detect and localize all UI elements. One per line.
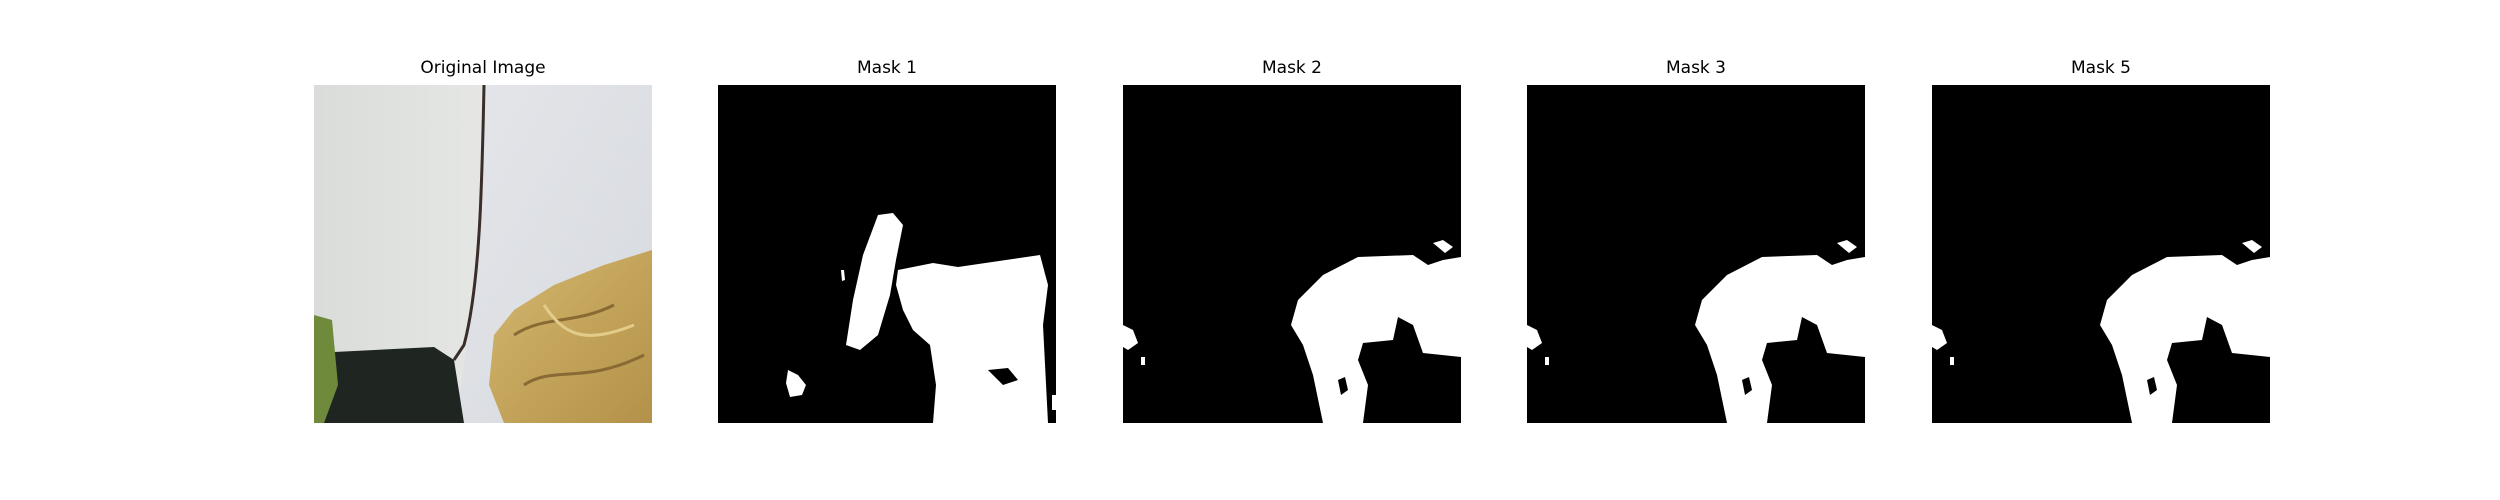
panel-title: Mask 3 [1665, 58, 1726, 78]
panel-title: Original Image [420, 58, 546, 78]
mask-3-image [1527, 85, 1865, 423]
panel-title: Mask 2 [1261, 58, 1322, 78]
mask-2-image [1123, 85, 1461, 423]
panel-title: Mask 5 [2070, 58, 2131, 78]
mask-1-image [718, 85, 1056, 423]
mask-5-image [1932, 85, 2270, 423]
panel-title: Mask 1 [856, 58, 917, 78]
original-image [314, 85, 652, 423]
